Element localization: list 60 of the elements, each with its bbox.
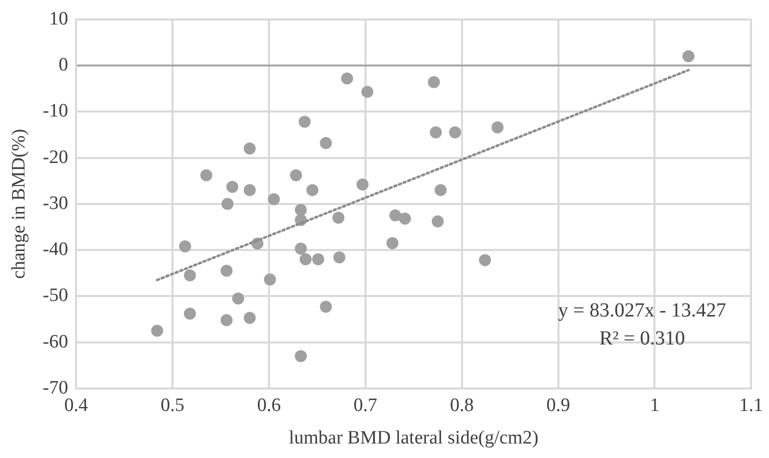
point (682, 50, 694, 62)
point (222, 198, 234, 210)
point (492, 121, 504, 134)
point (244, 184, 256, 196)
point (184, 308, 196, 320)
point (306, 184, 318, 196)
point (179, 240, 192, 252)
point (184, 269, 196, 282)
y-tick-label: -40 (42, 239, 68, 260)
y-tick-label: -60 (42, 331, 68, 352)
point (432, 215, 444, 228)
point (478, 254, 491, 266)
x-tick-label: 1.1 (739, 394, 763, 416)
point (320, 137, 332, 150)
annotation: R² = 0.310 (599, 327, 685, 350)
point (294, 242, 307, 255)
x-tick-label: 0.7 (354, 394, 378, 416)
point (220, 314, 233, 326)
point (294, 204, 307, 216)
point (226, 180, 238, 193)
point (298, 116, 311, 128)
y-axis-title: change in BMD(%) (8, 128, 30, 279)
point (232, 292, 244, 304)
point (151, 324, 164, 337)
point (361, 86, 374, 98)
point (268, 193, 280, 206)
point (320, 300, 332, 313)
point (430, 126, 442, 138)
x-axis-title: lumbar BMD lateral side(g/cm2) (288, 428, 538, 449)
point (389, 209, 402, 222)
y-tick-label: -50 (42, 285, 68, 306)
point (332, 212, 344, 224)
point (200, 169, 212, 182)
x-tick-label: 1 (650, 394, 660, 416)
point (449, 126, 462, 138)
point (294, 350, 307, 362)
y-tick-label: -10 (42, 100, 68, 122)
point (333, 251, 346, 264)
point (300, 253, 312, 266)
x-tick-label: 0.9 (546, 394, 570, 416)
point (290, 169, 302, 182)
y-tick-label: -30 (42, 192, 68, 214)
x-tick-label: 0.8 (450, 394, 474, 416)
point (434, 184, 447, 196)
annotation: y = 83.027x - 13.427 (558, 299, 726, 322)
x-tick-label: 0.6 (257, 394, 281, 416)
y-tick-label: -20 (42, 146, 68, 168)
point (428, 76, 440, 88)
point (220, 264, 233, 277)
point (356, 178, 369, 191)
x-tick-label: 0.5 (160, 394, 184, 416)
y-tick-label: 10 (49, 8, 68, 30)
point (398, 212, 411, 225)
point (244, 312, 256, 324)
point (312, 253, 324, 266)
y-tick-label: 0 (58, 54, 68, 76)
point (244, 142, 256, 155)
point (264, 274, 276, 286)
point (386, 237, 398, 250)
point (341, 72, 354, 84)
